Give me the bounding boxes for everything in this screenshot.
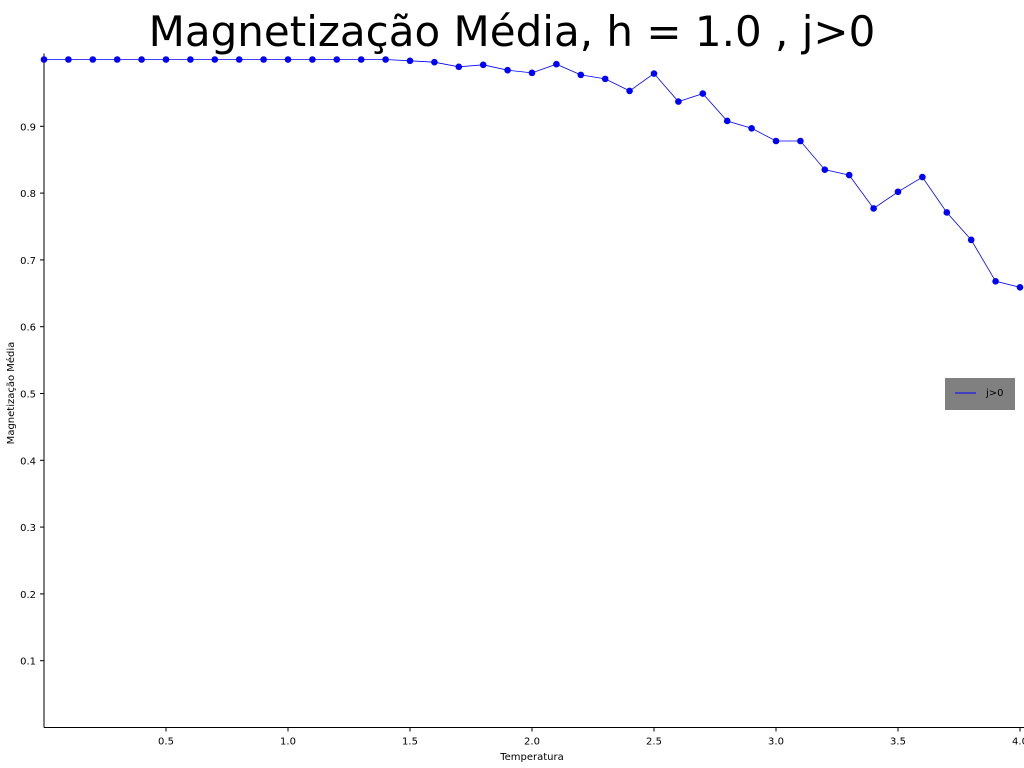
data-point xyxy=(992,277,999,285)
y-tick-label: 0.3 xyxy=(20,523,36,534)
legend-label: j>0 xyxy=(985,388,1004,399)
data-point xyxy=(455,63,463,71)
legend: j>0 xyxy=(945,378,1015,410)
y-tick-label: 0.2 xyxy=(20,590,36,601)
data-point xyxy=(699,90,707,97)
data-point xyxy=(479,61,487,69)
y-tick-label: 0.8 xyxy=(20,189,36,200)
data-point xyxy=(284,56,292,63)
data-point xyxy=(626,87,633,95)
y-axis-label: Magnetização Média xyxy=(5,342,17,445)
data-point xyxy=(65,56,72,63)
data-point xyxy=(333,56,341,63)
x-axis-label: Temperatura xyxy=(499,752,564,763)
data-point xyxy=(967,236,975,244)
chart-title: Magnetização Média, h = 1.0 , j>0 xyxy=(149,7,876,56)
data-point xyxy=(113,56,121,63)
data-point xyxy=(89,56,97,63)
data-point xyxy=(553,60,560,68)
x-tick-label: 0.5 xyxy=(158,737,174,748)
data-point xyxy=(723,117,731,125)
y-tick-label: 0.6 xyxy=(20,323,36,334)
data-point xyxy=(406,57,414,65)
y-tick-label: 0.4 xyxy=(20,456,36,467)
ticks: 0.5 1.0 1.5 2.0 2.5 3.0 3.5 4.0 0.1 0.2 0.3 0.4 0.5 0… xyxy=(20,122,1024,747)
x-tick-label: 4.0 xyxy=(1012,737,1024,748)
x-tick-label: 1.5 xyxy=(402,737,418,748)
data-point xyxy=(504,66,511,74)
data-point xyxy=(187,56,194,63)
data-point xyxy=(601,75,609,83)
data-point xyxy=(577,71,585,79)
data-point xyxy=(772,137,780,145)
data-point xyxy=(894,188,902,196)
data-point xyxy=(943,209,951,216)
data-point xyxy=(870,205,877,212)
x-tick-label: 2.5 xyxy=(646,737,662,748)
series-layer xyxy=(40,56,1024,291)
data-point xyxy=(162,56,170,63)
x-tick-label: 1.0 xyxy=(280,737,296,748)
data-point xyxy=(260,56,267,63)
y-tick-label: 0.9 xyxy=(20,122,36,133)
y-tick-label: 0.1 xyxy=(20,657,36,668)
x-tick-label: 3.0 xyxy=(768,737,784,748)
x-tick-label: 3.5 xyxy=(890,737,906,748)
y-tick-label: 0.7 xyxy=(20,256,36,267)
data-point xyxy=(528,69,536,77)
data-point xyxy=(675,98,682,105)
data-point xyxy=(40,56,48,63)
data-point xyxy=(919,173,926,181)
data-point xyxy=(1016,283,1024,291)
data-point xyxy=(235,56,243,63)
data-point xyxy=(382,56,389,63)
x-tick-label: 2.0 xyxy=(524,737,540,748)
legend-box xyxy=(945,378,1015,410)
data-point xyxy=(211,56,219,63)
y-tick-label: 0.5 xyxy=(20,390,36,401)
data-point xyxy=(797,137,804,145)
data-point xyxy=(748,125,755,132)
axes xyxy=(43,53,1024,728)
series-line xyxy=(44,59,1021,288)
data-point xyxy=(138,56,145,63)
data-point xyxy=(650,70,658,77)
data-point xyxy=(357,56,365,63)
data-point xyxy=(821,166,829,174)
data-point xyxy=(431,58,438,66)
data-point xyxy=(845,171,853,179)
data-point xyxy=(309,56,316,63)
